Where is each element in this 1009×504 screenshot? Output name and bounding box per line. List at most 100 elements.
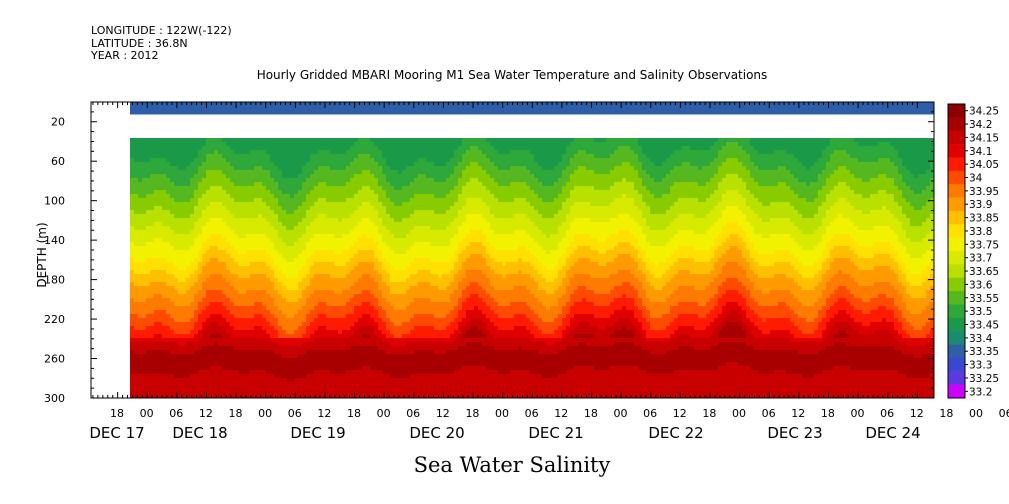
x-day-label: DEC 17 <box>89 424 144 442</box>
x-tick-label: 12 <box>791 407 805 420</box>
x-tick-label: 12 <box>436 407 450 420</box>
colorbar-frame <box>947 103 966 399</box>
colorbar-label: 33.8 <box>969 226 992 238</box>
x-tick-label: 06 <box>169 407 183 420</box>
colorbar-label: 33.25 <box>969 373 999 385</box>
x-tick-label: 12 <box>317 407 331 420</box>
colorbar-label: 34.2 <box>969 119 992 131</box>
latitude-label: LATITUDE : 36.8N <box>91 36 188 50</box>
chart-subtitle: Sea Water Salinity <box>413 453 611 477</box>
x-tick-label: 06 <box>999 407 1009 420</box>
x-tick-label: 12 <box>199 407 213 420</box>
plot-area <box>90 101 935 399</box>
x-tick-label: 00 <box>495 407 509 420</box>
x-tick-label: 06 <box>643 407 657 420</box>
y-tick-label: 100 <box>44 195 65 208</box>
heatmap-cells <box>130 102 935 399</box>
x-tick-label: 00 <box>258 407 272 420</box>
y-tick-label: 60 <box>51 155 65 168</box>
colorbar-swatch <box>948 224 965 238</box>
year-label: YEAR : 2012 <box>91 49 159 62</box>
colorbar-label: 34.1 <box>969 146 992 158</box>
x-tick-label: 12 <box>554 407 568 420</box>
colorbar-label: 34.05 <box>969 159 999 171</box>
colorbar-swatch <box>948 237 965 252</box>
colorbar-label: 34 <box>969 173 983 185</box>
y-tick-label: 300 <box>44 392 65 405</box>
colorbar-swatch <box>948 104 965 118</box>
x-tick-label: 18 <box>821 407 835 420</box>
colorbar-label: 34.25 <box>969 106 999 118</box>
colorbar-swatch <box>948 251 965 265</box>
y-tick-label: 260 <box>44 353 65 366</box>
colorbar-swatch <box>948 184 965 198</box>
y-tick-label: 180 <box>44 274 65 287</box>
colorbar-swatch <box>948 317 965 332</box>
colorbar-swatch <box>948 304 965 319</box>
colorbar-swatch <box>948 384 965 399</box>
colorbar-swatch <box>948 371 965 385</box>
colorbar-swatch <box>948 144 965 158</box>
colorbar-swatch <box>948 117 965 132</box>
x-day-label: DEC 22 <box>648 424 703 442</box>
colorbar-label: 33.7 <box>969 253 992 265</box>
colorbar-legend: 34.2534.234.1534.134.053433.9533.933.853… <box>947 103 999 399</box>
chart-title: Hourly Gridded MBARI Mooring M1 Sea Wate… <box>256 68 768 82</box>
x-tick-label: 12 <box>673 407 687 420</box>
x-day-label: DEC 24 <box>865 424 920 442</box>
x-tick-label: 18 <box>702 407 716 420</box>
colorbar-swatch <box>948 357 965 372</box>
y-axis: 20 60 100 140 180 220 260 300 <box>44 101 934 405</box>
x-tick-label: 06 <box>406 407 420 420</box>
y-tick-label: 140 <box>44 234 65 247</box>
x-day-label: DEC 23 <box>767 424 822 442</box>
colorbar-swatch <box>948 157 965 172</box>
x-day-label: DEC 21 <box>528 424 583 442</box>
colorbar-swatch <box>948 277 965 292</box>
y-tick-label: 220 <box>44 313 65 326</box>
x-tick-label: 18 <box>347 407 361 420</box>
x-tick-label: 06 <box>880 407 894 420</box>
colorbar-label: 33.5 <box>969 306 992 318</box>
x-day-label: DEC 20 <box>409 424 464 442</box>
x-day-label: DEC 19 <box>290 424 345 442</box>
colorbar-label: 33.55 <box>969 293 999 305</box>
colorbar-swatch <box>948 331 965 345</box>
x-tick-label: 00 <box>377 407 391 420</box>
y-axis-label: DEPTH (m) <box>35 222 49 287</box>
location-info: LONGITUDE : 122W(-122) LATITUDE : 36.8N … <box>91 24 232 63</box>
x-tick-label: 06 <box>525 407 539 420</box>
colorbar-label: 34.15 <box>969 132 999 144</box>
colorbar-label: 33.3 <box>969 360 992 372</box>
colorbar-label: 33.35 <box>969 346 999 358</box>
x-tick-label: 00 <box>969 407 983 420</box>
x-tick-label: 06 <box>762 407 776 420</box>
x-tick-label: 00 <box>140 407 154 420</box>
colorbar-label: 33.95 <box>969 186 999 198</box>
x-tick-label: 18 <box>939 407 953 420</box>
x-tick-label: 06 <box>288 407 302 420</box>
longitude-label: LONGITUDE : 122W(-122) <box>91 24 232 37</box>
colorbar-label: 33.85 <box>969 213 999 225</box>
x-axis: 18 00 06 12 18 00 06 12 18 00 06 12 18 00 06 12 18 00 06 12… <box>89 102 1009 442</box>
colorbar-swatch <box>948 264 965 279</box>
x-tick-label: 18 <box>584 407 598 420</box>
colorbar-label: 33.45 <box>969 320 999 332</box>
colorbar-label: 33.2 <box>969 386 992 398</box>
colorbar-label: 33.6 <box>969 279 993 291</box>
x-tick-label: 00 <box>732 407 746 420</box>
colorbar-swatch <box>948 210 965 225</box>
colorbar-swatch <box>948 130 965 145</box>
colorbar-swatch <box>948 197 965 212</box>
colorbar-label: 33.65 <box>969 266 999 278</box>
colorbar-label: 33.9 <box>969 199 992 211</box>
x-tick-label: 00 <box>614 407 628 420</box>
colorbar-label: 33.4 <box>969 333 993 345</box>
y-tick-label: 20 <box>51 116 65 129</box>
x-tick-label: 12 <box>910 407 924 420</box>
x-day-label: DEC 18 <box>172 424 227 442</box>
x-tick-label: 18 <box>228 407 242 420</box>
x-tick-label: 18 <box>465 407 479 420</box>
colorbar-swatch <box>948 170 965 185</box>
x-tick-label: 18 <box>110 407 124 420</box>
